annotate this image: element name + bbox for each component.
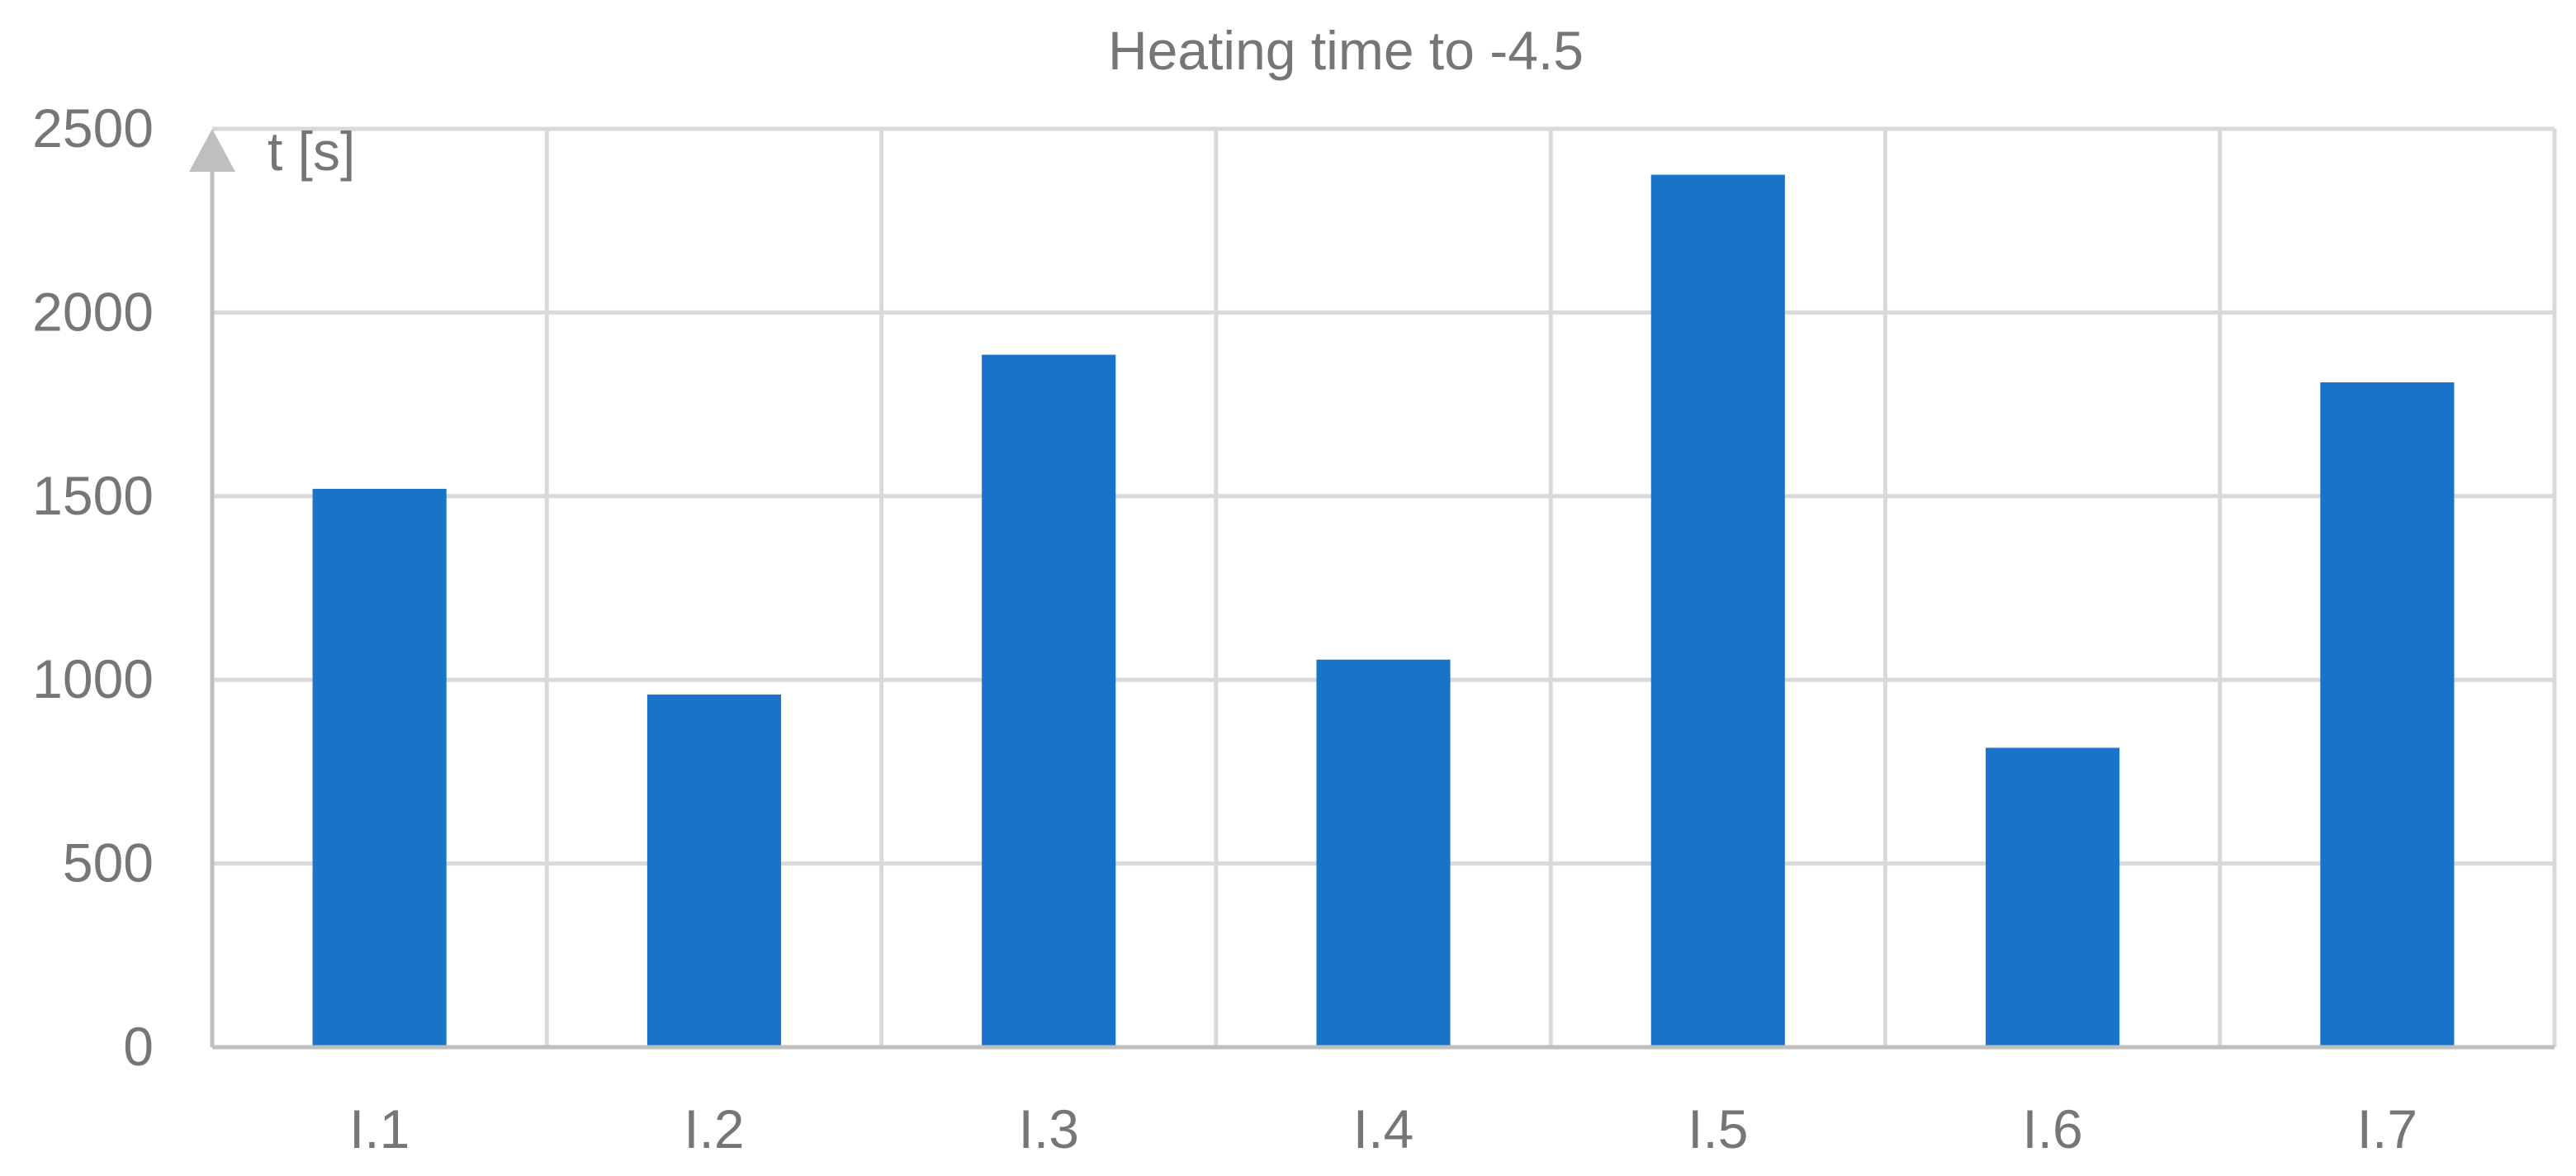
x-tick-labels: I.1 I.2 I.3 I.4 I.5 I.6 I.7 — [349, 1098, 2417, 1159]
y-tick-label: 2500 — [32, 97, 154, 159]
y-tick-label: 2000 — [32, 281, 154, 342]
x-tick-label: I.1 — [349, 1098, 410, 1159]
y-axis-label: t [s] — [268, 121, 355, 182]
bar — [1316, 659, 1451, 1047]
x-tick-label: I.3 — [1019, 1098, 1079, 1159]
bar — [2320, 382, 2455, 1047]
y-axis-arrow-icon — [189, 129, 235, 172]
bar — [1986, 747, 2120, 1047]
x-tick-label: I.6 — [2022, 1098, 2082, 1159]
chart-title: Heating time to -4.5 — [1108, 20, 1584, 81]
bar — [982, 354, 1116, 1047]
y-tick-label: 1500 — [32, 465, 154, 526]
y-tick-labels: 0 500 1000 1500 2000 2500 — [32, 97, 154, 1077]
bars — [312, 174, 2455, 1048]
y-tick-label: 1000 — [32, 648, 154, 709]
x-tick-label: I.5 — [1688, 1098, 1748, 1159]
x-tick-label: I.2 — [684, 1098, 744, 1159]
bar — [646, 694, 781, 1047]
x-tick-label: I.7 — [2357, 1098, 2417, 1159]
y-tick-label: 0 — [123, 1016, 154, 1077]
bar — [1650, 174, 1785, 1048]
gridlines — [212, 126, 2557, 1047]
x-tick-label: I.4 — [1353, 1098, 1413, 1159]
y-tick-label: 500 — [63, 832, 154, 894]
axes — [189, 129, 2555, 1050]
bar — [312, 488, 447, 1047]
